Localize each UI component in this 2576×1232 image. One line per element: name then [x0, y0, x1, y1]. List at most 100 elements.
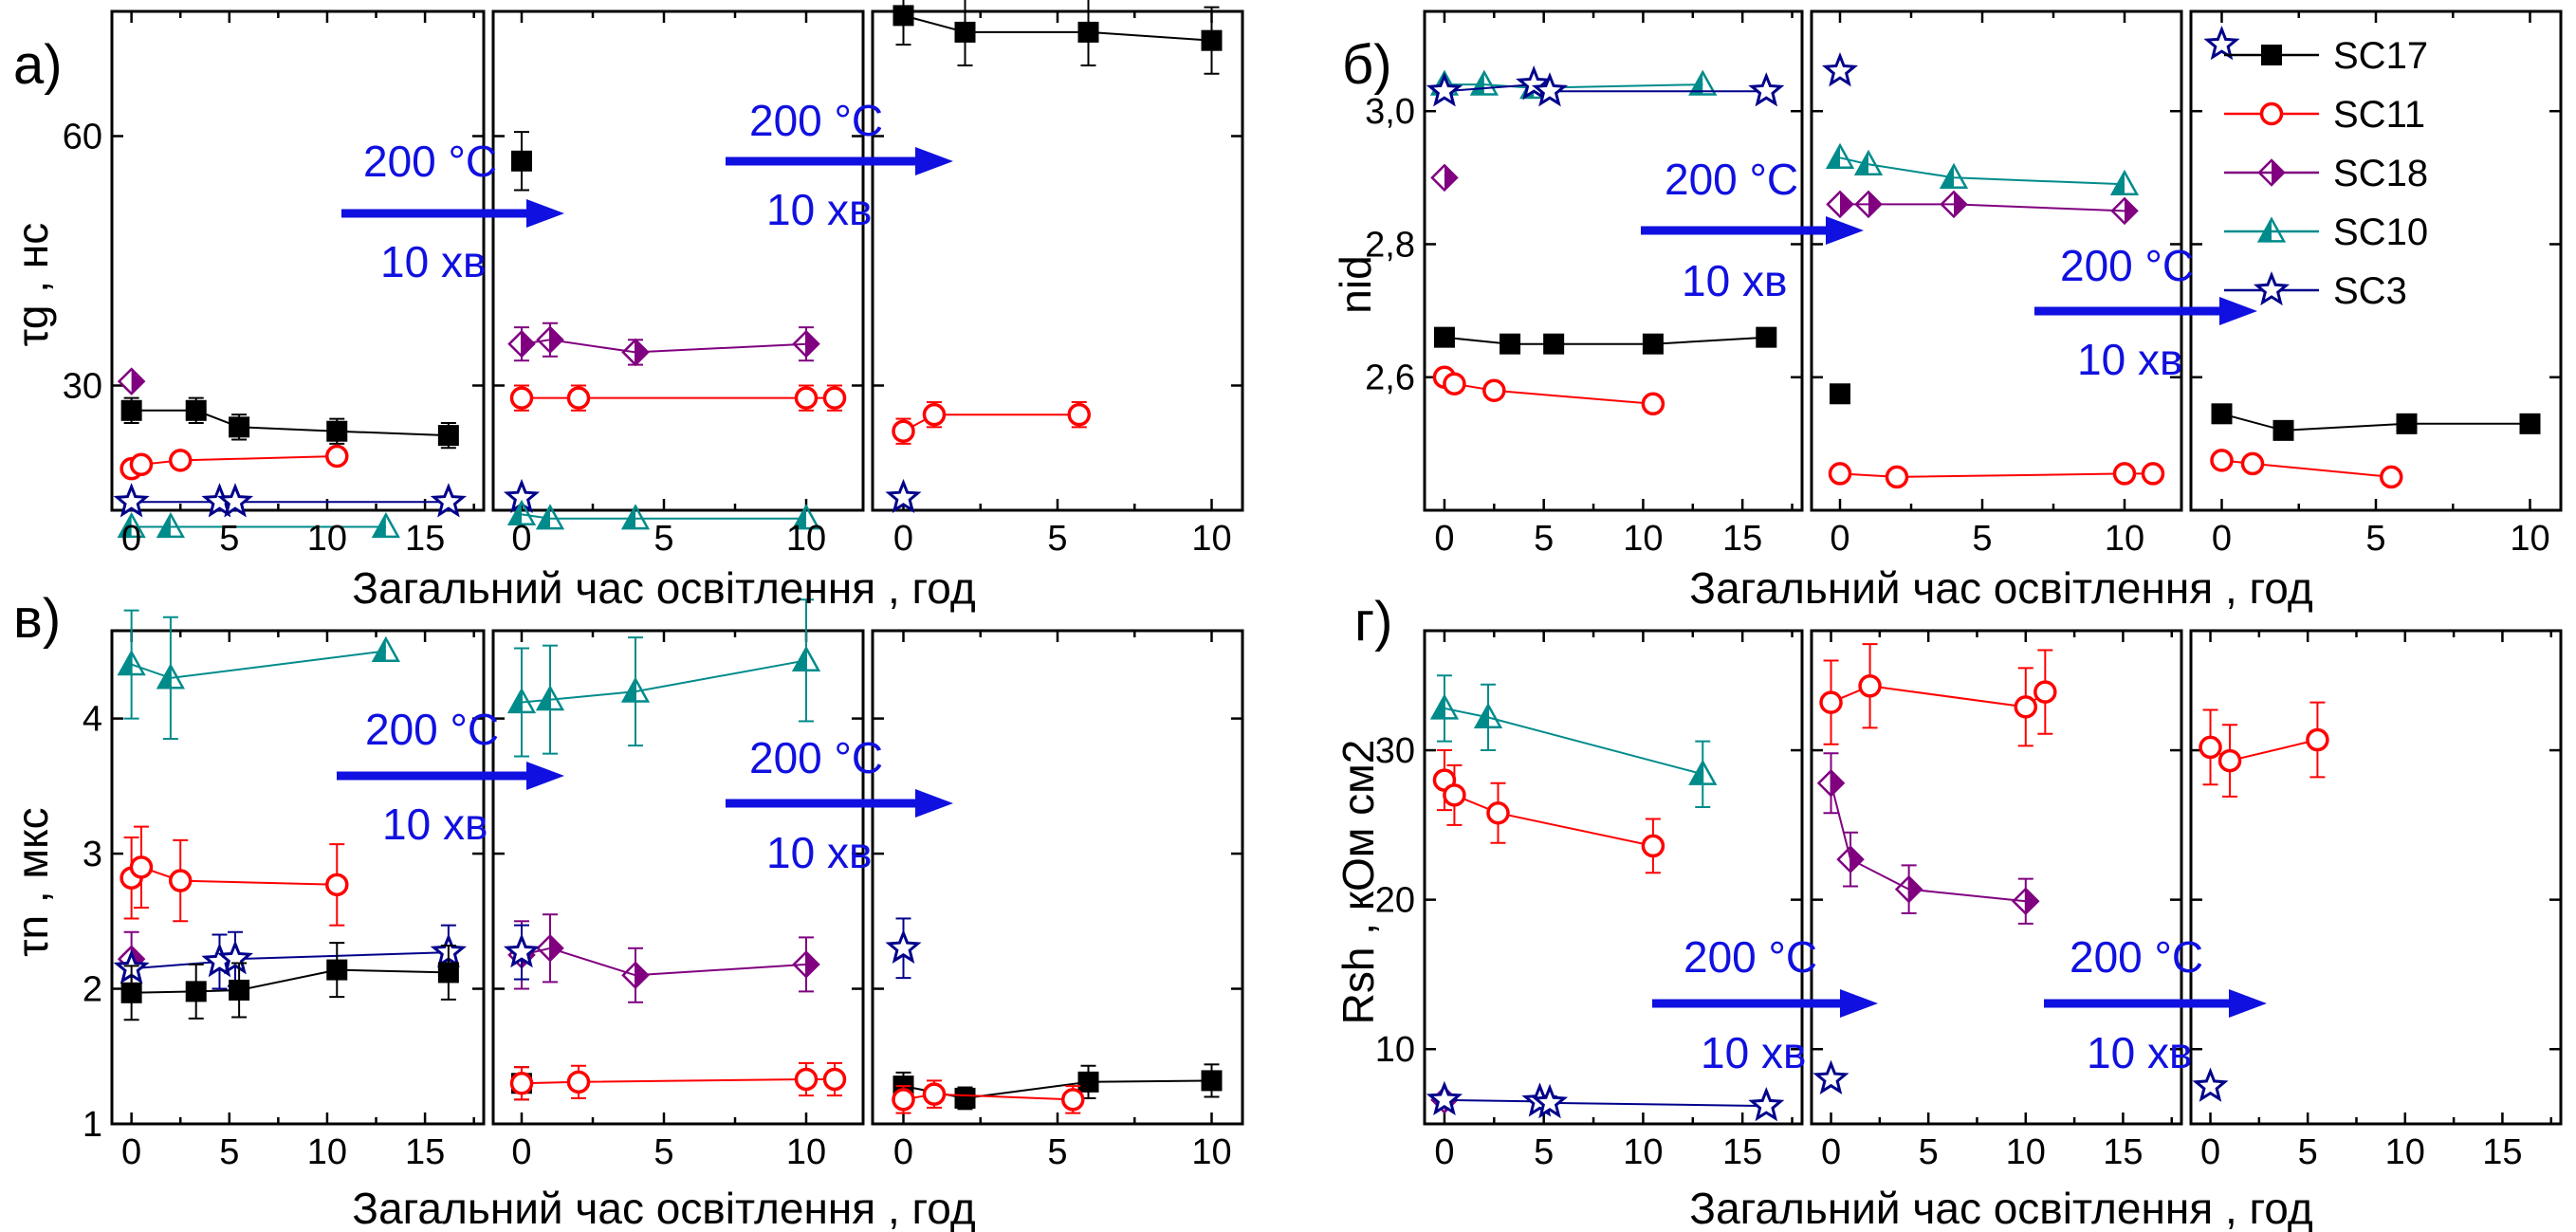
- series-line-sc11: [1444, 780, 1654, 847]
- series-sc3: [2192, 1067, 2229, 1102]
- data-point-sc11: [822, 386, 847, 410]
- data-point-sc10: [1825, 142, 1855, 169]
- x-tick-label: 0: [511, 1132, 531, 1172]
- data-point-sc11: [2199, 735, 2222, 760]
- y-tick-label: 10: [1375, 1030, 1415, 1070]
- data-point-sc3: [1812, 1059, 1849, 1095]
- x-tick-label: 5: [1047, 1132, 1067, 1172]
- data-point-sc3: [113, 483, 150, 518]
- data-point-sc11: [1885, 465, 1909, 489]
- series-line-sc10: [1839, 156, 2125, 186]
- series-sc10: [117, 511, 400, 539]
- y-tick-label: 2: [83, 970, 102, 1010]
- plot-frame-a-3: [871, 9, 1244, 512]
- legend-marker-sc18: [2257, 158, 2286, 187]
- data-point-sc17: [2272, 419, 2294, 441]
- data-point-sc17: [185, 399, 207, 421]
- plot-frame-c-1: [110, 629, 486, 1126]
- annotation-temperature: 200 °C: [2060, 241, 2194, 290]
- series-line-sc18: [521, 339, 807, 354]
- plot-frame-c-3: [871, 629, 1244, 1126]
- data-point-sc18: [117, 367, 146, 395]
- x-axis-title-b: Загальний час освітлення , год: [1689, 563, 2313, 613]
- x-tick-label: 10: [1191, 1132, 1231, 1172]
- x-tick-label: 10: [307, 1132, 347, 1172]
- plot-frame-d-2: [1810, 629, 2183, 1126]
- anneal-annotation-d-1: 200 °C 10 хв: [1652, 932, 1878, 1077]
- data-point-sc11: [1641, 834, 1665, 858]
- y-tick-label: 2,6: [1365, 359, 1415, 398]
- series-sc11: [120, 825, 349, 927]
- data-point-sc11: [2240, 451, 2265, 476]
- plot-frame-b-2: [1810, 9, 2183, 512]
- data-point-sc11: [2380, 465, 2403, 489]
- data-point-sc11: [566, 1070, 591, 1094]
- x-tick-label: 0: [1434, 1132, 1454, 1172]
- data-point-sc17: [120, 982, 142, 1003]
- x-tick-label: 15: [405, 1132, 445, 1172]
- data-point-sc3: [1748, 72, 1785, 107]
- annotation-duration: 10 хв: [766, 185, 872, 234]
- legend: SC17 SC11 SC18 SC10 SC3: [2224, 35, 2428, 312]
- x-tick-label: 0: [1830, 519, 1849, 559]
- series-sc3: [1426, 1080, 1785, 1122]
- x-tick-label: 5: [653, 1132, 673, 1172]
- series-line-sc11: [1831, 685, 2046, 708]
- data-point-sc17: [1830, 383, 1850, 405]
- plot-frame-a-2: [491, 9, 865, 512]
- x-tick-label: 5: [1534, 519, 1554, 559]
- legend-item-sc10: SC10: [2224, 211, 2428, 253]
- data-point-sc10: [506, 687, 537, 714]
- data-point-sc10: [1688, 759, 1718, 785]
- data-point-sc3: [885, 929, 922, 964]
- y-axis-title-c: τn , мкс: [8, 807, 57, 956]
- data-point-sc18: [2012, 887, 2040, 915]
- anneal-annotation-c-2: 200 °C 10 хв: [726, 733, 953, 877]
- arrow-head-icon: [526, 199, 564, 228]
- data-point-sc10: [1939, 162, 1969, 189]
- x-tick-label: 0: [511, 519, 531, 559]
- data-point-sc3: [2192, 1067, 2229, 1102]
- data-point-sc10: [1469, 69, 1499, 96]
- annotation-duration: 10 хв: [1701, 1028, 1806, 1077]
- data-point-sc17: [1642, 333, 1664, 355]
- y-tick-label: 30: [1375, 731, 1415, 771]
- data-point-sc3: [1426, 72, 1463, 107]
- series-sc11: [1432, 749, 1665, 874]
- panel-label-d: г): [1354, 591, 1392, 653]
- data-point-sc17: [1543, 333, 1565, 355]
- annealing-annotations: 200 °C 10 хв 200 °C 10 хв 200 °C 10 хв 200 °C 1…: [337, 96, 2267, 1077]
- data-point-sc11: [1443, 372, 1466, 395]
- annotation-temperature: 200 °C: [363, 137, 497, 186]
- data-point-sc11: [2033, 680, 2057, 704]
- x-tick-label: 5: [1534, 1132, 1554, 1172]
- data-point-sc11: [2210, 449, 2234, 472]
- series-sc3: [503, 924, 541, 981]
- annotation-temperature: 200 °C: [365, 705, 499, 754]
- x-tick-label: 0: [2200, 1132, 2220, 1172]
- series-sc3: [885, 917, 922, 980]
- series-sc11: [509, 384, 847, 412]
- x-axis-title-a: Загальний час освітлення , год: [352, 563, 976, 613]
- data-point-sc11: [1482, 378, 1506, 403]
- data-point-sc17: [326, 959, 348, 981]
- data-point-sc10: [2109, 169, 2140, 195]
- data-point-sc10: [117, 650, 146, 676]
- data-point-sc10: [535, 504, 565, 530]
- data-point-sc3: [1531, 1083, 1569, 1119]
- series-sc17: [1830, 383, 1850, 405]
- series-sc11: [2199, 701, 2329, 798]
- series-sc17: [2211, 403, 2541, 441]
- data-point-sc11: [168, 449, 193, 472]
- data-point-sc3: [1748, 1087, 1785, 1122]
- series-sc11: [892, 401, 1091, 445]
- y-axis-title-b: nid: [1331, 255, 1380, 313]
- series-sc3: [1821, 52, 1859, 87]
- x-tick-label: 0: [1434, 519, 1454, 559]
- annotation-temperature: 200 °C: [2070, 932, 2203, 982]
- series-sc3: [113, 483, 467, 518]
- series-line-sc17: [131, 409, 449, 437]
- data-point-sc17: [185, 981, 207, 1002]
- data-point-sc11: [1443, 783, 1466, 807]
